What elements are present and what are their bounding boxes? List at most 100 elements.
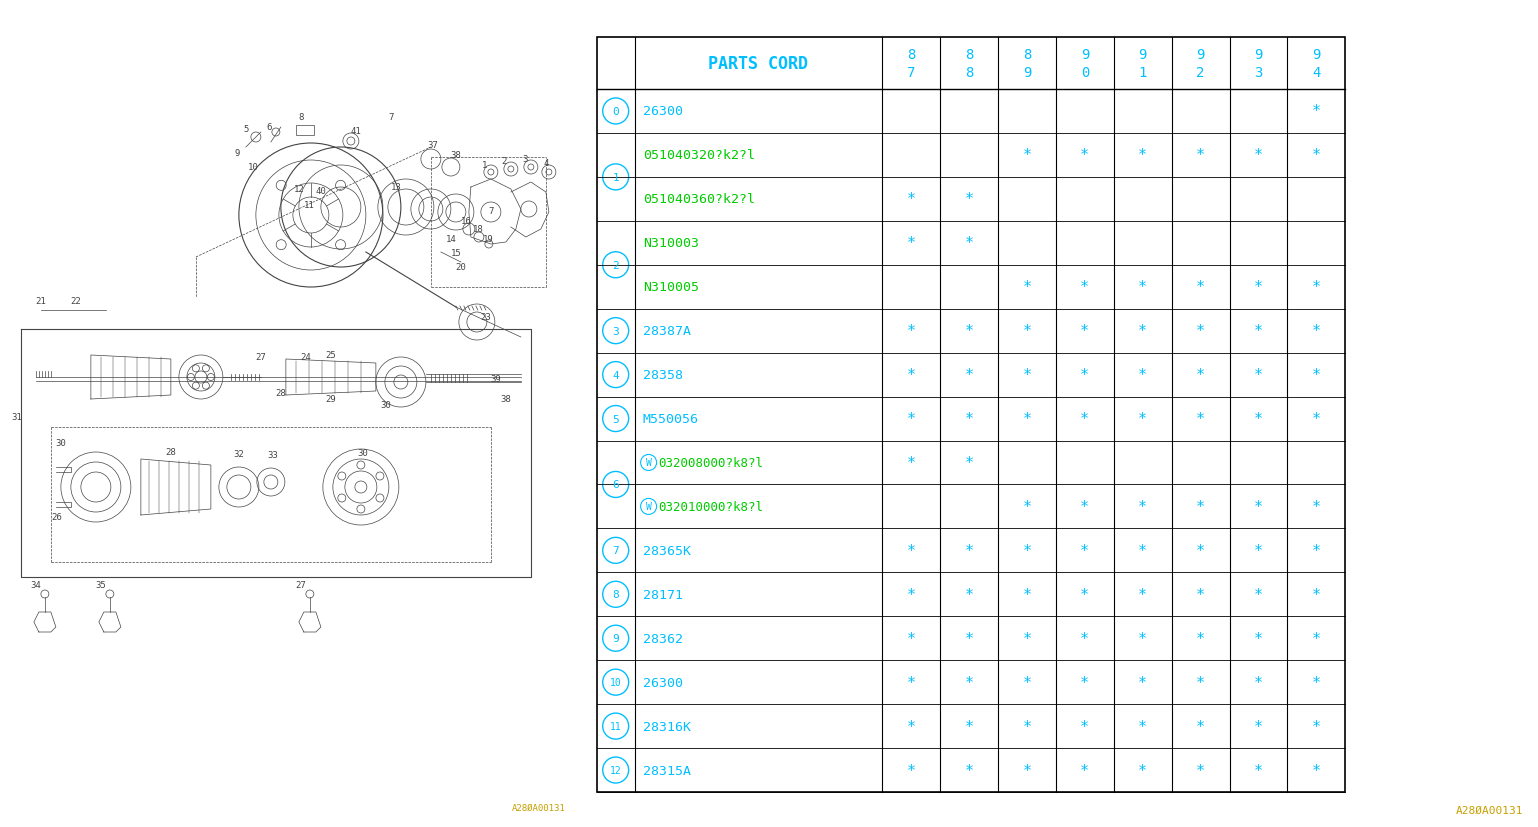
Text: *: * (1023, 412, 1032, 427)
Text: *: * (1312, 412, 1321, 427)
Text: 7: 7 (612, 546, 620, 556)
Text: *: * (1023, 368, 1032, 383)
Text: 1: 1 (483, 160, 488, 170)
Text: 8: 8 (964, 48, 974, 62)
Text: 1: 1 (1138, 66, 1147, 80)
Text: 5: 5 (243, 126, 249, 134)
Text: *: * (1023, 587, 1032, 602)
Text: *: * (1197, 587, 1206, 602)
Text: *: * (906, 412, 915, 427)
Text: 38: 38 (500, 395, 511, 404)
Text: *: * (1197, 543, 1206, 558)
Text: *: * (1253, 762, 1263, 777)
Text: 28387A: 28387A (643, 325, 691, 337)
Text: 3: 3 (523, 155, 528, 165)
Text: *: * (1197, 323, 1206, 339)
Text: 18: 18 (472, 225, 483, 234)
Text: 4: 4 (543, 158, 549, 167)
Text: *: * (1023, 148, 1032, 163)
Text: 28: 28 (275, 388, 286, 397)
Text: *: * (1312, 104, 1321, 119)
Text: *: * (1253, 412, 1263, 427)
Text: *: * (1197, 762, 1206, 777)
Text: *: * (1312, 543, 1321, 558)
Text: 28171: 28171 (643, 588, 683, 601)
Text: 6: 6 (266, 122, 272, 131)
Text: *: * (1138, 323, 1147, 339)
Text: 7: 7 (488, 206, 494, 215)
Text: *: * (964, 587, 974, 602)
Text: *: * (1312, 762, 1321, 777)
Text: 051040360?k2?l: 051040360?k2?l (643, 194, 755, 206)
Text: 7: 7 (907, 66, 915, 80)
Text: 30: 30 (357, 449, 368, 458)
Text: 0: 0 (612, 107, 620, 117)
Text: *: * (1253, 323, 1263, 339)
Bar (295, 126, 314, 136)
Text: 33: 33 (268, 451, 278, 460)
Text: *: * (1138, 280, 1147, 295)
Text: 9: 9 (1081, 48, 1089, 62)
Text: *: * (1138, 631, 1147, 646)
Text: 032010000?k8?l: 032010000?k8?l (658, 500, 763, 514)
Text: 12: 12 (609, 765, 621, 775)
Text: *: * (1312, 719, 1321, 734)
Text: *: * (906, 192, 915, 207)
Text: 12: 12 (294, 185, 305, 194)
Text: *: * (1138, 412, 1147, 427)
Text: *: * (1138, 500, 1147, 514)
Text: 4: 4 (1312, 66, 1321, 80)
Text: *: * (1080, 500, 1089, 514)
Text: *: * (906, 631, 915, 646)
Text: 30: 30 (380, 401, 391, 410)
Text: *: * (1023, 631, 1032, 646)
Text: 22: 22 (71, 296, 82, 305)
Text: 10: 10 (609, 677, 621, 687)
Text: *: * (1197, 412, 1206, 427)
Text: *: * (1138, 148, 1147, 163)
Text: A28ØA00131: A28ØA00131 (1455, 805, 1523, 815)
Text: 31: 31 (11, 413, 22, 422)
Text: 28: 28 (166, 448, 177, 457)
Text: *: * (906, 543, 915, 558)
Text: *: * (1312, 148, 1321, 163)
Text: 23: 23 (480, 313, 491, 322)
Text: W: W (646, 502, 652, 512)
Text: 8: 8 (1023, 48, 1030, 62)
Text: 9: 9 (1197, 48, 1204, 62)
Text: *: * (964, 368, 974, 383)
Text: *: * (964, 762, 974, 777)
Text: *: * (1253, 280, 1263, 295)
Text: *: * (1253, 500, 1263, 514)
Text: 26300: 26300 (643, 676, 683, 689)
Text: 15: 15 (451, 249, 461, 258)
Text: 032008000?k8?l: 032008000?k8?l (658, 457, 763, 470)
Text: 9: 9 (1023, 66, 1030, 80)
Text: *: * (1138, 587, 1147, 602)
Text: *: * (1080, 631, 1089, 646)
Text: N310003: N310003 (643, 237, 698, 250)
Text: 11: 11 (609, 721, 621, 731)
Text: *: * (1080, 412, 1089, 427)
Text: *: * (906, 719, 915, 734)
Text: 40: 40 (315, 187, 326, 196)
Text: *: * (906, 236, 915, 251)
Text: *: * (906, 762, 915, 777)
Text: *: * (964, 631, 974, 646)
Text: *: * (1253, 543, 1263, 558)
Text: *: * (1197, 500, 1206, 514)
Text: *: * (1080, 543, 1089, 558)
Text: 9: 9 (1138, 48, 1147, 62)
Text: 20: 20 (455, 263, 466, 272)
Text: 9: 9 (1312, 48, 1321, 62)
Text: 29: 29 (326, 395, 337, 404)
Text: 34: 34 (31, 581, 42, 590)
Text: *: * (964, 675, 974, 690)
Text: *: * (964, 456, 974, 471)
Text: M550056: M550056 (643, 413, 698, 426)
Text: 0: 0 (1081, 66, 1089, 80)
Text: *: * (1197, 719, 1206, 734)
Text: 11: 11 (303, 201, 314, 210)
Text: 6: 6 (612, 480, 620, 490)
Text: *: * (1023, 323, 1032, 339)
